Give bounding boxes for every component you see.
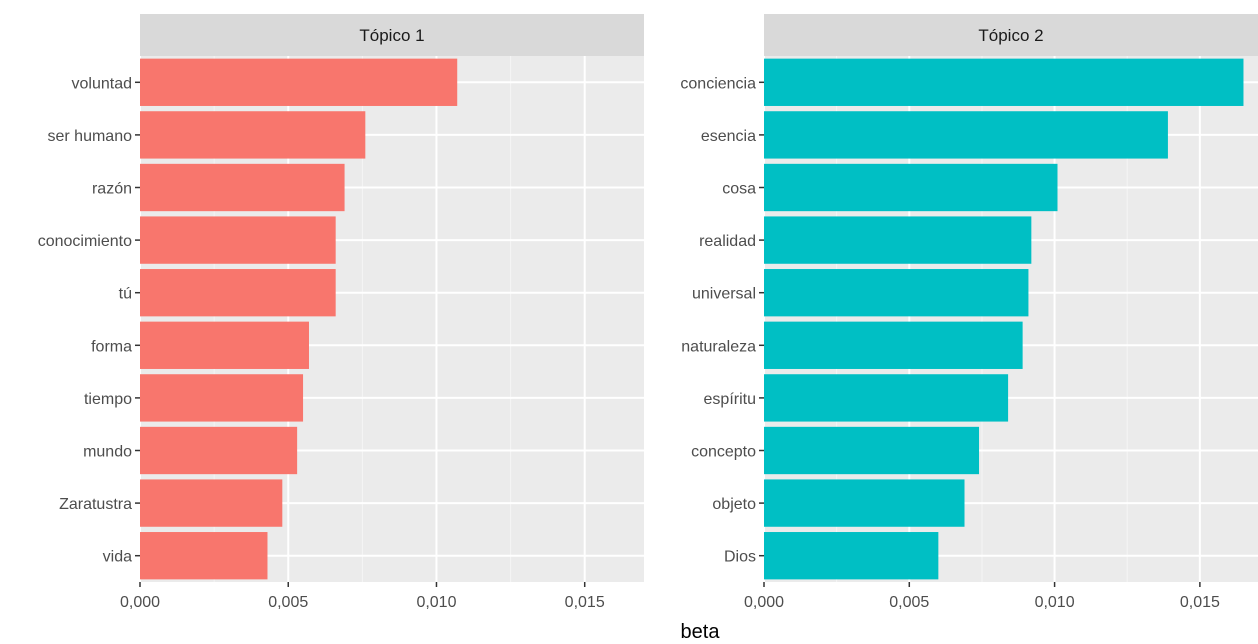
bar [140, 111, 366, 159]
category-label: mundo [83, 444, 132, 461]
x-tick-label: 0,000 [744, 594, 784, 611]
category-label: vida [103, 549, 132, 566]
bar [764, 216, 1032, 264]
strip-0 [140, 14, 644, 56]
x-tick-label: 0,005 [268, 594, 308, 611]
x-tick-label: 0,010 [1035, 594, 1075, 611]
bar [140, 532, 268, 580]
x-axis-title: beta [681, 621, 721, 643]
bar [764, 58, 1244, 106]
category-label: conciencia [680, 75, 756, 92]
x-tick-label: 0,000 [120, 594, 160, 611]
bar [764, 163, 1058, 212]
bar [140, 479, 283, 527]
bar [140, 321, 309, 369]
category-label: espíritu [704, 391, 756, 408]
category-label: naturaleza [681, 338, 756, 355]
category-label: tiempo [84, 391, 132, 408]
bar [764, 269, 1029, 317]
bar [140, 374, 304, 422]
bar [764, 479, 965, 527]
bar [140, 216, 336, 264]
category-label: universal [692, 286, 756, 303]
x-tick-label: 0,015 [565, 594, 605, 611]
category-label: tú [119, 286, 132, 303]
category-label: razón [92, 181, 132, 198]
category-label: voluntad [72, 75, 133, 92]
category-label: forma [91, 338, 132, 355]
bar [764, 426, 980, 475]
category-label: cosa [722, 181, 756, 198]
x-tick-label: 0,015 [1180, 594, 1220, 611]
bar [764, 321, 1023, 369]
strip-title: Tópico 2 [978, 26, 1043, 45]
category-label: Zaratustra [59, 496, 132, 513]
strip-1 [764, 14, 1258, 56]
bar [140, 163, 345, 212]
x-tick-label: 0,005 [889, 594, 929, 611]
panel-topico-1: Tópico 1 voluntad ser humano razón conocimie… [38, 14, 644, 611]
category-label: Dios [724, 549, 756, 566]
category-label: objeto [712, 496, 756, 513]
category-label: concepto [691, 444, 756, 461]
bar [764, 374, 1009, 422]
bar [140, 269, 336, 317]
bar [140, 426, 298, 475]
bar [764, 111, 1168, 159]
strip-title: Tópico 1 [359, 26, 424, 45]
bar [764, 532, 939, 580]
category-label: ser humano [48, 128, 133, 145]
x-tick-label: 0,010 [416, 594, 456, 611]
bar [140, 58, 458, 106]
category-label: esencia [701, 128, 756, 145]
category-label: realidad [699, 233, 756, 250]
category-label: conocimiento [38, 233, 132, 250]
panel-topico-2: Tópico 2 conciencia esencia cosa realidad uni… [680, 14, 1258, 611]
